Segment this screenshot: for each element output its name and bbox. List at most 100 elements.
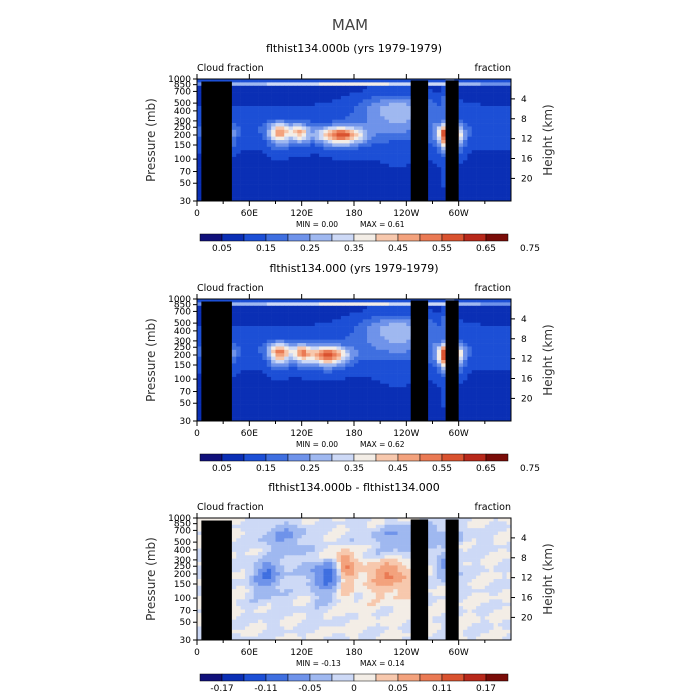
y2-tick-label: 20 xyxy=(521,174,533,184)
y-tick-label: 400 xyxy=(174,327,191,337)
y-tick-label: 50 xyxy=(180,399,192,409)
y2-tick-label: 4 xyxy=(521,534,527,544)
y-tick-label: 30 xyxy=(180,636,192,646)
y-tick-label: 150 xyxy=(174,580,191,590)
y-tick-label: 700 xyxy=(174,526,191,536)
y2-tick-label: 12 xyxy=(521,355,532,365)
y-tick-label: 850 xyxy=(174,81,191,91)
y-tick-label: 300 xyxy=(174,117,191,127)
y-tick-label: 700 xyxy=(174,87,191,97)
y-tick-label: 400 xyxy=(174,546,191,556)
y-tick-label: 70 xyxy=(180,168,192,178)
y2-axis-label: Height (km) xyxy=(541,104,555,175)
colorbar-label: 0.45 xyxy=(388,464,408,474)
x-tick-label: 120E xyxy=(290,429,313,439)
y2-axis-label: Height (km) xyxy=(541,543,555,614)
y2-tick-label: 12 xyxy=(521,135,532,145)
units-label: fraction xyxy=(475,283,512,294)
variable-label: Cloud fraction xyxy=(197,502,264,513)
colorbar: 0.05 0.15 0.25 0.35 0.45 0.55 0.65 0.75 xyxy=(199,453,540,474)
min-label: MIN = 0.00 xyxy=(296,220,338,229)
y-tick-label: 500 xyxy=(174,99,191,109)
y2-tick-label: 8 xyxy=(521,115,527,125)
y-tick-label: 400 xyxy=(174,107,191,117)
colorbar-label: 0.55 xyxy=(432,244,452,254)
y-tick-label: 30 xyxy=(180,417,192,427)
y2-tick-label: 16 xyxy=(521,155,533,165)
y2-axis-label: Height (km) xyxy=(541,324,555,395)
colorbar-label: 0.35 xyxy=(344,244,364,254)
colorbar-label: 0.05 xyxy=(388,684,408,694)
y2-tick-label: 20 xyxy=(521,613,533,623)
units-label: fraction xyxy=(475,63,512,74)
max-label: MAX = 0.62 xyxy=(360,440,405,449)
y-tick-label: 50 xyxy=(180,618,192,628)
x-tick-label: 120W xyxy=(393,429,419,439)
units-label: fraction xyxy=(475,502,512,513)
colorbar-label: 0.25 xyxy=(300,464,320,474)
colorbar-label: 0.65 xyxy=(476,464,496,474)
contour-field xyxy=(197,79,512,202)
x-tick-label: 60E xyxy=(241,648,258,658)
x-tick-label: 60E xyxy=(241,209,258,219)
x-tick-label: 120E xyxy=(290,648,313,658)
y-axis-label: Pressure (mb) xyxy=(144,537,158,621)
x-tick-label: 0 xyxy=(194,429,200,439)
y-axis-label: Pressure (mb) xyxy=(144,318,158,402)
colorbar-label: 0.25 xyxy=(300,244,320,254)
panel-middle: flthist134.000 (yrs 1979-1979) Cloud frac… xyxy=(144,262,555,474)
y-tick-label: 100 xyxy=(174,155,191,165)
y2-tick-label: 8 xyxy=(521,554,527,564)
x-tick-label: 120E xyxy=(290,209,313,219)
y-tick-label: 250 xyxy=(174,562,191,572)
max-label: MAX = 0.14 xyxy=(360,659,405,668)
colorbar-label: 0 xyxy=(351,684,357,694)
y2-tick-label: 16 xyxy=(521,594,533,604)
colorbar-label: 0.35 xyxy=(344,464,364,474)
y-tick-label: 250 xyxy=(174,343,191,353)
y-tick-label: 300 xyxy=(174,337,191,347)
land-mask xyxy=(201,300,459,421)
max-label: MAX = 0.61 xyxy=(360,220,405,229)
land-mask xyxy=(201,519,459,640)
x-tick-label: 120W xyxy=(393,648,419,658)
y-tick-label: 500 xyxy=(174,538,191,548)
panel-title: flthist134.000b - flthist134.000 xyxy=(268,481,440,494)
variable-label: Cloud fraction xyxy=(197,283,264,294)
colorbar-label: 0.11 xyxy=(432,684,452,694)
min-label: MIN = -0.13 xyxy=(296,659,341,668)
y-tick-label: 70 xyxy=(180,388,192,398)
variable-label: Cloud fraction xyxy=(197,63,264,74)
colorbar-label: 0.05 xyxy=(212,244,232,254)
y-tick-label: 50 xyxy=(180,179,192,189)
colorbar-label: -0.17 xyxy=(210,684,233,694)
y-tick-label: 200 xyxy=(174,131,191,141)
figure-title: MAM xyxy=(332,16,368,34)
x-tick-label: 0 xyxy=(194,209,200,219)
y2-tick-label: 20 xyxy=(521,394,533,404)
y-tick-label: 1000 xyxy=(168,75,191,85)
panel-bottom: flthist134.000b - flthist134.000 Cloud fr… xyxy=(144,481,555,694)
y-tick-label: 700 xyxy=(174,307,191,317)
y-tick-label: 500 xyxy=(174,319,191,329)
colorbar-label: 0.65 xyxy=(476,244,496,254)
x-tick-label: 120W xyxy=(393,209,419,219)
colorbar-label: 0.15 xyxy=(256,244,276,254)
colorbar-label: -0.05 xyxy=(298,684,321,694)
x-tick-label: 0 xyxy=(194,648,200,658)
colorbar-label: 0.55 xyxy=(432,464,452,474)
y-tick-label: 250 xyxy=(174,123,191,133)
y-tick-label: 100 xyxy=(174,375,191,385)
colorbar-label: 0.75 xyxy=(520,464,540,474)
contour-field xyxy=(197,518,512,641)
x-tick-label: 180 xyxy=(345,209,362,219)
colorbar-label: 0.45 xyxy=(388,244,408,254)
y2-tick-label: 16 xyxy=(521,375,533,385)
land-mask xyxy=(201,80,459,201)
x-tick-label: 60W xyxy=(448,209,468,219)
min-label: MIN = 0.00 xyxy=(296,440,338,449)
colorbar: 0.05 0.15 0.25 0.35 0.45 0.55 0.65 0.75 xyxy=(199,233,540,254)
y-tick-label: 70 xyxy=(180,607,192,617)
y-tick-label: 150 xyxy=(174,361,191,371)
